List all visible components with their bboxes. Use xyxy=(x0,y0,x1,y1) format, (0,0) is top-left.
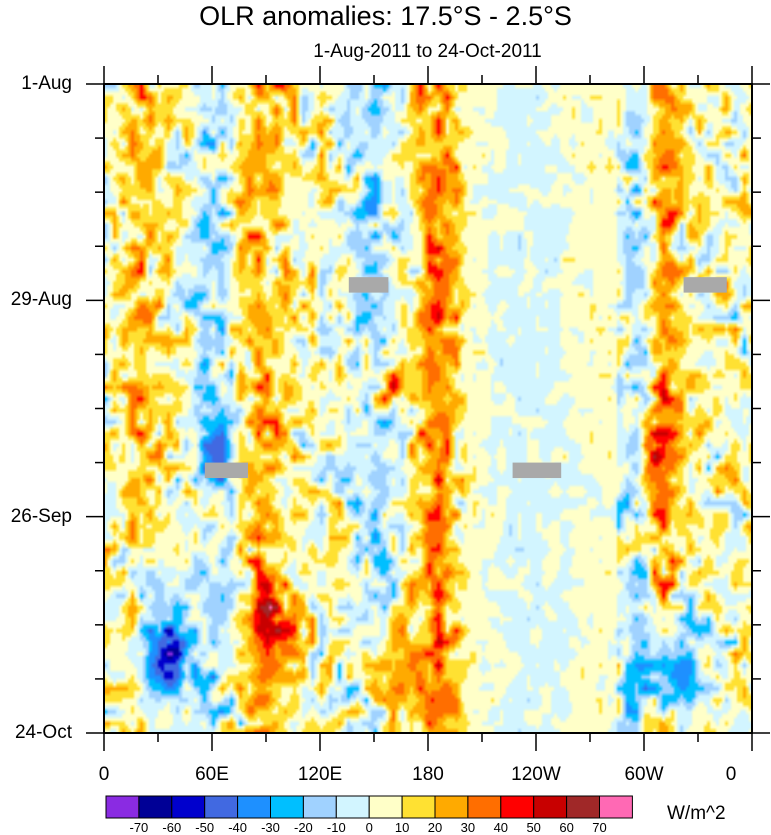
missing-data-box xyxy=(512,462,562,479)
y-tick-label: 1-Aug xyxy=(21,73,72,94)
y-tick-label: 29-Aug xyxy=(10,289,72,311)
missing-data-box xyxy=(683,277,727,293)
x-tick-label: 60E xyxy=(195,764,229,785)
colorbar-level-label: -60 xyxy=(162,820,182,835)
colorbar xyxy=(105,795,633,819)
colorbar-level-label: 0 xyxy=(365,820,373,835)
colorbar-swatch xyxy=(566,795,600,819)
missing-data-box xyxy=(348,277,389,293)
y-tick-label: 26-Sep xyxy=(10,505,72,527)
colorbar-level-label: 50 xyxy=(526,820,541,835)
y-ticks xyxy=(86,83,770,734)
colorbar-level-label: -10 xyxy=(326,820,346,835)
heatmap-field xyxy=(104,84,752,733)
colorbar-swatch xyxy=(335,795,370,819)
colorbar-level-label: -20 xyxy=(293,820,313,835)
colorbar-level-label: 20 xyxy=(427,820,443,835)
colorbar-swatch xyxy=(105,795,140,819)
chart-title: OLR anomalies: 17.5°S - 2.5°S xyxy=(199,1,572,31)
colorbar-swatch xyxy=(171,795,206,819)
colorbar-swatch xyxy=(138,795,173,819)
colorbar-swatch xyxy=(270,795,304,819)
colorbar-swatch xyxy=(599,795,633,819)
colorbar-level-label: -30 xyxy=(261,820,280,835)
x-ticks xyxy=(103,66,753,751)
x-tick-label: 60W xyxy=(624,764,664,785)
missing-data-layer xyxy=(204,277,727,479)
colorbar-level-label: -40 xyxy=(228,820,247,835)
colorbar-swatch xyxy=(533,795,568,819)
colorbar-swatch xyxy=(302,795,337,819)
colorbar-level-label: 70 xyxy=(592,820,607,835)
colorbar-swatch xyxy=(237,795,272,819)
colorbar-swatch xyxy=(500,795,535,819)
colorbar-swatch xyxy=(401,795,436,819)
missing-data-box xyxy=(204,462,248,479)
colorbar-swatch xyxy=(467,795,502,819)
x-tick-label: 0 xyxy=(98,764,110,785)
colorbar-level-label: 30 xyxy=(460,820,476,835)
colorbar-level-label: -70 xyxy=(129,820,149,835)
colorbar-swatch xyxy=(368,795,403,819)
colorbar-level-label: 60 xyxy=(559,820,574,835)
colorbar-units: W/m^2 xyxy=(667,803,726,824)
y-tick-label: 24-Oct xyxy=(14,722,72,743)
colorbar-swatch xyxy=(434,795,469,819)
chart-subtitle: 1-Aug-2011 to 24-Oct-2011 xyxy=(313,41,542,62)
x-tick-label: 120W xyxy=(511,764,561,785)
colorbar-swatch xyxy=(204,795,239,819)
x-tick-label: 180 xyxy=(412,764,444,785)
colorbar-level-label: 10 xyxy=(394,820,410,835)
x-tick-label: 0 xyxy=(725,764,737,785)
colorbar-level-label: -50 xyxy=(195,820,215,835)
colorbar-level-label: 40 xyxy=(493,820,509,835)
x-tick-label: 120E xyxy=(297,764,343,785)
